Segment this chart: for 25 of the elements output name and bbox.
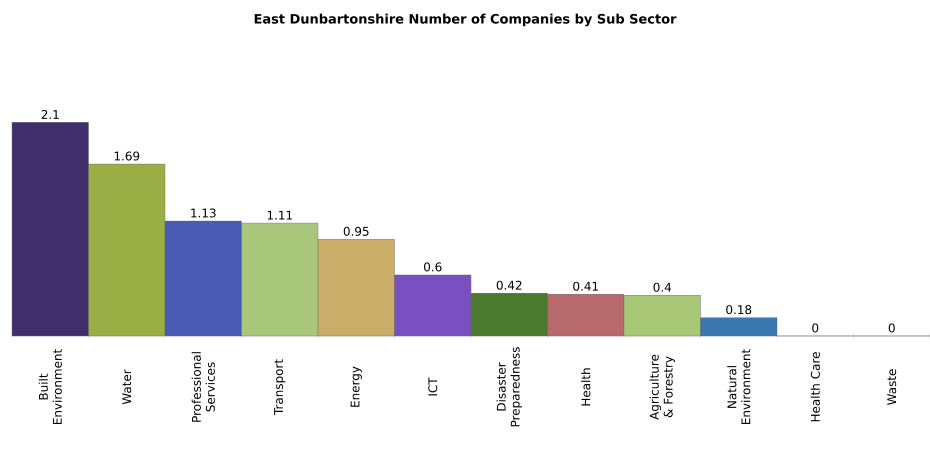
x-tick-label: Disaster Preparedness [496, 347, 522, 426]
x-tick-label: Health Care [810, 352, 820, 422]
x-tick-label: Energy [350, 366, 362, 407]
data-label: 0.95 [344, 226, 369, 236]
x-tick-label: Transport [274, 359, 286, 416]
data-label: 0.41 [573, 282, 598, 291]
x-tick-label: Health [581, 368, 590, 406]
data-label: 0 [812, 323, 818, 332]
data-label: 0.4 [654, 282, 672, 292]
x-tick-label: Water [122, 369, 132, 404]
x-tick-label: ICT [428, 377, 438, 396]
data-label: 0.18 [726, 305, 752, 314]
x-tick-label: Professional Services [192, 352, 215, 422]
x-tick-label: Natural Environment [727, 349, 750, 424]
data-label: 1.69 [114, 151, 140, 161]
x-tick-label: Built Environment [38, 349, 62, 424]
chart-title: East Dunbartonshire Number of Companies by Sub Sector [254, 14, 676, 26]
data-label: 1.11 [268, 210, 292, 220]
data-label: 2.1 [42, 110, 59, 119]
data-label: 0.42 [496, 280, 522, 290]
data-label: 0.6 [424, 262, 442, 272]
data-label: 1.13 [191, 208, 216, 218]
x-tick-label: Waste [887, 369, 896, 405]
x-tick-label: Agriculture & Forestry [650, 354, 676, 420]
data-label: 0 [888, 323, 895, 332]
